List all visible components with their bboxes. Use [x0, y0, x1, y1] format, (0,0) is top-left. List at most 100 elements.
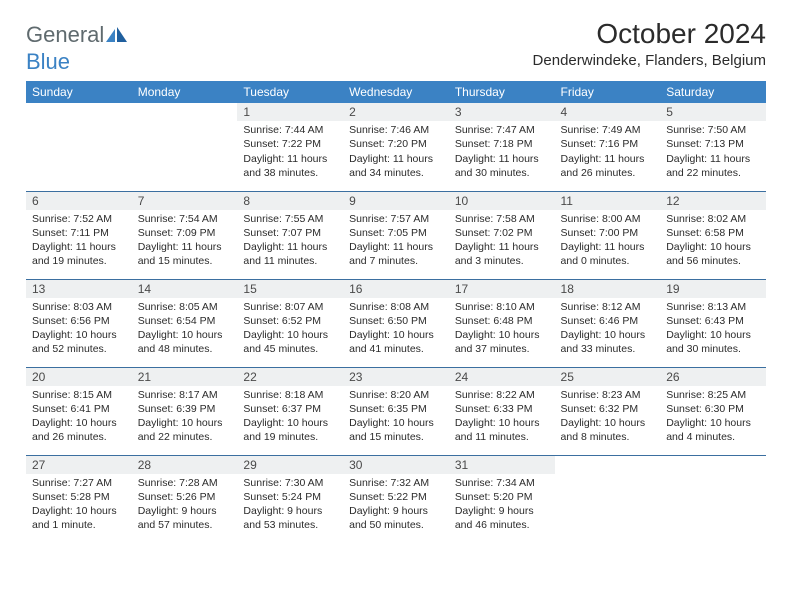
calendar-cell: 23Sunrise: 8:20 AMSunset: 6:35 PMDayligh… [343, 367, 449, 455]
calendar-cell: 9Sunrise: 7:57 AMSunset: 7:05 PMDaylight… [343, 191, 449, 279]
sunrise-line: Sunrise: 8:07 AM [243, 300, 337, 314]
day-details: Sunrise: 8:25 AMSunset: 6:30 PMDaylight:… [660, 386, 766, 449]
sunset-line: Sunset: 6:32 PM [561, 402, 655, 416]
header: General Blue October 2024 Denderwindeke,… [26, 18, 766, 75]
calendar-cell: 12Sunrise: 8:02 AMSunset: 6:58 PMDayligh… [660, 191, 766, 279]
sunrise-line: Sunrise: 8:05 AM [138, 300, 232, 314]
location-label: Denderwindeke, Flanders, Belgium [533, 52, 766, 69]
day-details: Sunrise: 8:08 AMSunset: 6:50 PMDaylight:… [343, 298, 449, 361]
day-details: Sunrise: 7:32 AMSunset: 5:22 PMDaylight:… [343, 474, 449, 537]
day-number: 11 [555, 192, 661, 210]
sunset-line: Sunset: 7:20 PM [349, 137, 443, 151]
daylight-line: Daylight: 10 hours and 15 minutes. [349, 416, 443, 444]
sunrise-line: Sunrise: 8:15 AM [32, 388, 126, 402]
calendar-row: 27Sunrise: 7:27 AMSunset: 5:28 PMDayligh… [26, 455, 766, 543]
sunrise-line: Sunrise: 7:54 AM [138, 212, 232, 226]
calendar-cell: 18Sunrise: 8:12 AMSunset: 6:46 PMDayligh… [555, 279, 661, 367]
calendar-cell: 17Sunrise: 8:10 AMSunset: 6:48 PMDayligh… [449, 279, 555, 367]
brand-part2: Blue [26, 49, 70, 74]
logo-sail-icon [106, 23, 128, 49]
day-number: 25 [555, 368, 661, 386]
sunset-line: Sunset: 6:41 PM [32, 402, 126, 416]
sunset-line: Sunset: 5:24 PM [243, 490, 337, 504]
sunset-line: Sunset: 6:46 PM [561, 314, 655, 328]
sunrise-line: Sunrise: 7:57 AM [349, 212, 443, 226]
day-number: 16 [343, 280, 449, 298]
col-wednesday: Wednesday [343, 81, 449, 103]
calendar-row: 1Sunrise: 7:44 AMSunset: 7:22 PMDaylight… [26, 103, 766, 191]
col-monday: Monday [132, 81, 238, 103]
sunset-line: Sunset: 6:35 PM [349, 402, 443, 416]
sunset-line: Sunset: 7:09 PM [138, 226, 232, 240]
sunrise-line: Sunrise: 7:46 AM [349, 123, 443, 137]
day-details: Sunrise: 8:20 AMSunset: 6:35 PMDaylight:… [343, 386, 449, 449]
day-number: 31 [449, 456, 555, 474]
day-details: Sunrise: 8:02 AMSunset: 6:58 PMDaylight:… [660, 210, 766, 273]
calendar-cell: 22Sunrise: 8:18 AMSunset: 6:37 PMDayligh… [237, 367, 343, 455]
sunset-line: Sunset: 7:22 PM [243, 137, 337, 151]
sunrise-line: Sunrise: 8:22 AM [455, 388, 549, 402]
sunrise-line: Sunrise: 7:50 AM [666, 123, 760, 137]
day-number: 15 [237, 280, 343, 298]
calendar-page: General Blue October 2024 Denderwindeke,… [0, 0, 792, 553]
calendar-cell: 13Sunrise: 8:03 AMSunset: 6:56 PMDayligh… [26, 279, 132, 367]
title-block: October 2024 Denderwindeke, Flanders, Be… [533, 18, 766, 69]
sunrise-line: Sunrise: 7:30 AM [243, 476, 337, 490]
sunrise-line: Sunrise: 7:52 AM [32, 212, 126, 226]
daylight-line: Daylight: 11 hours and 0 minutes. [561, 240, 655, 268]
sunset-line: Sunset: 6:52 PM [243, 314, 337, 328]
daylight-line: Daylight: 10 hours and 37 minutes. [455, 328, 549, 356]
day-details: Sunrise: 7:54 AMSunset: 7:09 PMDaylight:… [132, 210, 238, 273]
calendar-cell: 29Sunrise: 7:30 AMSunset: 5:24 PMDayligh… [237, 455, 343, 543]
day-number: 8 [237, 192, 343, 210]
day-number: 1 [237, 103, 343, 121]
day-details: Sunrise: 7:34 AMSunset: 5:20 PMDaylight:… [449, 474, 555, 537]
day-details: Sunrise: 7:47 AMSunset: 7:18 PMDaylight:… [449, 121, 555, 184]
calendar-cell: 28Sunrise: 7:28 AMSunset: 5:26 PMDayligh… [132, 455, 238, 543]
day-number: 4 [555, 103, 661, 121]
daylight-line: Daylight: 10 hours and 56 minutes. [666, 240, 760, 268]
daylight-line: Daylight: 10 hours and 45 minutes. [243, 328, 337, 356]
sunset-line: Sunset: 6:58 PM [666, 226, 760, 240]
sunrise-line: Sunrise: 7:28 AM [138, 476, 232, 490]
day-details: Sunrise: 8:18 AMSunset: 6:37 PMDaylight:… [237, 386, 343, 449]
sunset-line: Sunset: 5:20 PM [455, 490, 549, 504]
calendar-cell: 31Sunrise: 7:34 AMSunset: 5:20 PMDayligh… [449, 455, 555, 543]
day-number: 12 [660, 192, 766, 210]
sunrise-line: Sunrise: 7:32 AM [349, 476, 443, 490]
day-details: Sunrise: 8:07 AMSunset: 6:52 PMDaylight:… [237, 298, 343, 361]
calendar-cell: 15Sunrise: 8:07 AMSunset: 6:52 PMDayligh… [237, 279, 343, 367]
daylight-line: Daylight: 9 hours and 53 minutes. [243, 504, 337, 532]
day-details: Sunrise: 8:12 AMSunset: 6:46 PMDaylight:… [555, 298, 661, 361]
day-number: 5 [660, 103, 766, 121]
sunset-line: Sunset: 6:56 PM [32, 314, 126, 328]
day-number: 22 [237, 368, 343, 386]
calendar-cell [132, 103, 238, 191]
day-number: 23 [343, 368, 449, 386]
daylight-line: Daylight: 11 hours and 38 minutes. [243, 152, 337, 180]
brand-part1: General [26, 22, 104, 47]
calendar-cell: 8Sunrise: 7:55 AMSunset: 7:07 PMDaylight… [237, 191, 343, 279]
col-sunday: Sunday [26, 81, 132, 103]
sunrise-line: Sunrise: 7:58 AM [455, 212, 549, 226]
daylight-line: Daylight: 10 hours and 22 minutes. [138, 416, 232, 444]
sunrise-line: Sunrise: 7:34 AM [455, 476, 549, 490]
daylight-line: Daylight: 10 hours and 8 minutes. [561, 416, 655, 444]
day-number: 13 [26, 280, 132, 298]
daylight-line: Daylight: 10 hours and 1 minute. [32, 504, 126, 532]
daylight-line: Daylight: 10 hours and 33 minutes. [561, 328, 655, 356]
calendar-cell: 3Sunrise: 7:47 AMSunset: 7:18 PMDaylight… [449, 103, 555, 191]
sunrise-line: Sunrise: 8:13 AM [666, 300, 760, 314]
col-tuesday: Tuesday [237, 81, 343, 103]
brand-logo: General Blue [26, 18, 128, 75]
sunrise-line: Sunrise: 8:18 AM [243, 388, 337, 402]
daylight-line: Daylight: 11 hours and 26 minutes. [561, 152, 655, 180]
day-number: 21 [132, 368, 238, 386]
sunset-line: Sunset: 5:28 PM [32, 490, 126, 504]
sunset-line: Sunset: 7:00 PM [561, 226, 655, 240]
day-number: 2 [343, 103, 449, 121]
day-number: 3 [449, 103, 555, 121]
day-details: Sunrise: 8:22 AMSunset: 6:33 PMDaylight:… [449, 386, 555, 449]
sunrise-line: Sunrise: 8:17 AM [138, 388, 232, 402]
calendar-cell: 21Sunrise: 8:17 AMSunset: 6:39 PMDayligh… [132, 367, 238, 455]
